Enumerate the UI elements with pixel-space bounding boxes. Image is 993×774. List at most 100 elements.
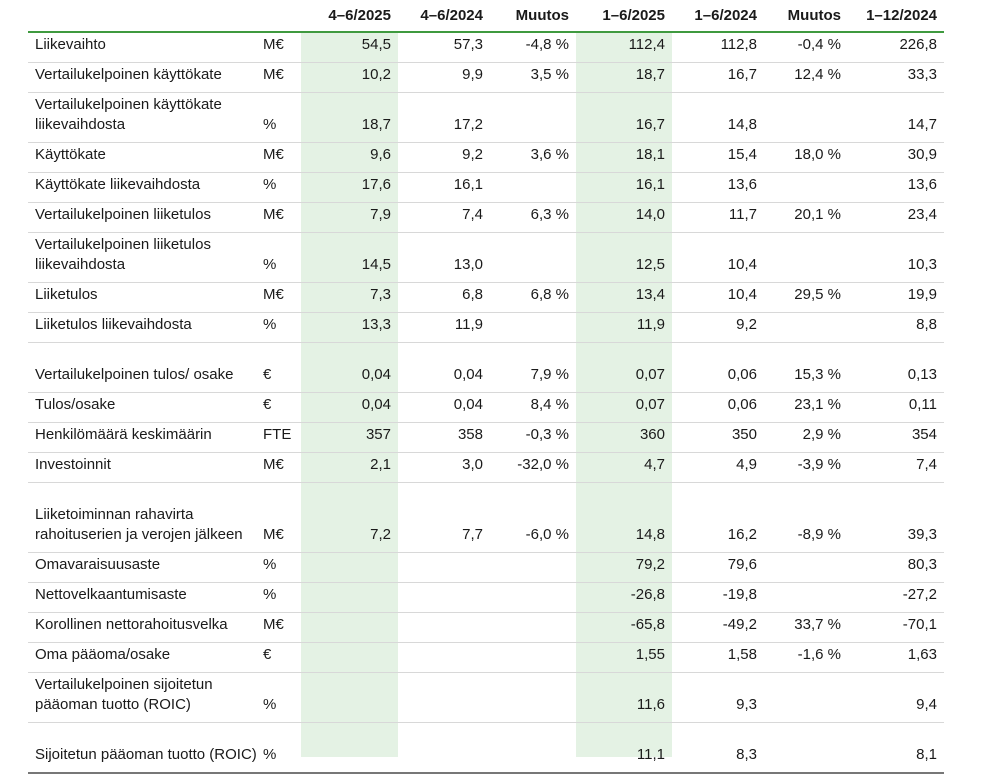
cell-fy-2024: 9,4 xyxy=(916,696,937,713)
table-row: Vertailukelpoinen liiketulos M€ 7,9 7,4 6,3 … xyxy=(28,203,944,233)
row-unit: % xyxy=(263,256,277,273)
cell-h1-2024: 9,2 xyxy=(736,316,757,333)
cell-change-q xyxy=(490,93,576,143)
cell-h1-2025: 0,07 xyxy=(635,366,665,383)
cell-change-h1: 23,1 % xyxy=(794,396,841,413)
cell-h1-2024: 10,4 xyxy=(727,286,757,303)
cell-fy-2024: 33,3 xyxy=(907,66,937,83)
cell-change-h1: -0,4 % xyxy=(797,36,841,53)
cell-h1-2025: 12,5 xyxy=(635,256,665,273)
row-unit: % xyxy=(263,316,277,333)
header-q2-2025: 4–6/2025 xyxy=(301,0,398,33)
cell-change-h1: 29,5 % xyxy=(794,286,841,303)
header-change-h1: Muutos xyxy=(764,0,848,33)
cell-fy-2024: 80,3 xyxy=(907,556,937,573)
cell-change-q xyxy=(490,643,576,673)
cell-h1-2024: 79,6 xyxy=(727,556,757,573)
cell-h1-2025: 11,9 xyxy=(636,316,665,333)
cell-change-h1: -3,9 % xyxy=(797,456,841,473)
table-row: Sijoitetun pääoman tuotto (ROIC)% 11,1 8,3… xyxy=(28,723,944,774)
cell-fy-2024: 226,8 xyxy=(899,36,937,53)
cell-q2-2024 xyxy=(398,723,490,774)
cell-h1-2025: 112,4 xyxy=(628,36,665,53)
cell-change-h1: 33,7 % xyxy=(794,616,841,633)
row-unit: M€ xyxy=(263,36,284,53)
cell-change-q: 6,3 % xyxy=(530,206,569,223)
cell-change-q xyxy=(490,583,576,613)
header-unit xyxy=(260,0,301,33)
cell-h1-2024: 11,7 xyxy=(728,206,757,223)
table-row: Nettovelkaantumisaste% -26,8 -19,8 -27,2 xyxy=(28,583,944,613)
cell-h1-2024: 15,4 xyxy=(727,146,757,163)
cell-q2-2025: 17,6 xyxy=(361,176,391,193)
row-unit: € xyxy=(263,646,272,663)
header-h1-2025: 1–6/2025 xyxy=(576,0,672,33)
cell-fy-2024: 13,6 xyxy=(907,176,937,193)
cell-q2-2024: 9,9 xyxy=(462,66,483,83)
cell-change-q xyxy=(490,553,576,583)
header-row: 4–6/2025 4–6/2024 Muutos 1–6/2025 1–6/20… xyxy=(28,0,944,33)
cell-h1-2024: 112,8 xyxy=(720,36,757,53)
row-label: Vertailukelpoinen liiketulos xyxy=(35,206,211,223)
table-row: Käyttökate liikevaihdosta% 17,6 16,1 16,1 13… xyxy=(28,173,944,203)
row-label: Nettovelkaantumisaste xyxy=(35,586,187,603)
row-label: Liiketulos xyxy=(35,286,98,303)
cell-change-q xyxy=(490,613,576,643)
row-unit: M€ xyxy=(263,526,284,543)
cell-fy-2024: 0,13 xyxy=(907,366,937,383)
cell-change-q: 6,8 % xyxy=(530,286,569,303)
row-label: Tulos/osake xyxy=(35,396,116,413)
cell-fy-2024: 14,7 xyxy=(907,116,937,133)
cell-change-h1: 15,3 % xyxy=(794,366,841,383)
cell-h1-2024: -19,8 xyxy=(722,586,757,603)
cell-h1-2024: 8,3 xyxy=(736,746,757,763)
header-h1-2024: 1–6/2024 xyxy=(672,0,764,33)
cell-change-h1 xyxy=(764,553,848,583)
row-label: Liiketoiminnan rahavirta rahoituserien j… xyxy=(35,506,243,543)
cell-q2-2025 xyxy=(301,583,398,613)
cell-q2-2024: 358 xyxy=(457,426,483,443)
cell-change-h1: 12,4 % xyxy=(794,66,841,83)
cell-q2-2025: 0,04 xyxy=(361,396,391,413)
row-unit: € xyxy=(263,396,272,413)
cell-q2-2024: 7,7 xyxy=(462,526,483,543)
cell-h1-2024: 16,7 xyxy=(727,66,757,83)
cell-q2-2024 xyxy=(398,613,490,643)
table-row: Vertailukelpoinen tulos/ osake €0,04 0,04 7… xyxy=(28,343,944,393)
row-label: Vertailukelpoinen käyttökate xyxy=(35,66,222,83)
table-row: Vertailukelpoinen sijoitetun pääoman tuo… xyxy=(28,673,944,723)
cell-h1-2024: 4,9 xyxy=(736,456,757,473)
cell-change-h1 xyxy=(764,723,848,774)
table-row: Liiketulos liikevaihdosta% 13,3 11,9 11,9 9,… xyxy=(28,313,944,343)
row-label: Liiketulos liikevaihdosta xyxy=(35,316,192,333)
cell-change-q: 8,4 % xyxy=(530,396,569,413)
cell-q2-2024: 11,9 xyxy=(454,316,483,333)
cell-change-h1: -8,9 % xyxy=(797,526,841,543)
cell-change-q: 3,5 % xyxy=(530,66,569,83)
cell-change-h1 xyxy=(764,93,848,143)
row-unit: FTE xyxy=(263,426,292,443)
cell-q2-2025 xyxy=(301,553,398,583)
cell-h1-2024: 0,06 xyxy=(727,396,757,413)
cell-fy-2024: 354 xyxy=(911,426,937,443)
row-label: Vertailukelpoinen liiketulos liikevaihdo… xyxy=(35,236,211,273)
cell-change-q: -0,3 % xyxy=(525,426,569,443)
header-label xyxy=(28,0,260,33)
cell-q2-2025: 7,3 xyxy=(370,286,391,303)
cell-h1-2025: 13,4 xyxy=(635,286,665,303)
cell-h1-2024: 16,2 xyxy=(727,526,757,543)
cell-h1-2025: 14,0 xyxy=(635,206,665,223)
table-row: Vertailukelpoinen liiketulos liikevaihdo… xyxy=(28,233,944,283)
cell-change-q: -4,8 % xyxy=(525,36,569,53)
cell-q2-2024: 0,04 xyxy=(453,396,483,413)
cell-fy-2024: 23,4 xyxy=(907,206,937,223)
cell-q2-2024 xyxy=(398,673,490,723)
cell-h1-2024: -49,2 xyxy=(722,616,757,633)
cell-fy-2024: 8,8 xyxy=(916,316,937,333)
cell-change-q xyxy=(490,233,576,283)
cell-h1-2025: 1,55 xyxy=(635,646,665,663)
cell-fy-2024: 0,11 xyxy=(908,396,937,413)
cell-h1-2025: 16,1 xyxy=(635,176,665,193)
cell-change-q: -6,0 % xyxy=(525,526,569,543)
cell-change-q: 3,6 % xyxy=(530,146,569,163)
